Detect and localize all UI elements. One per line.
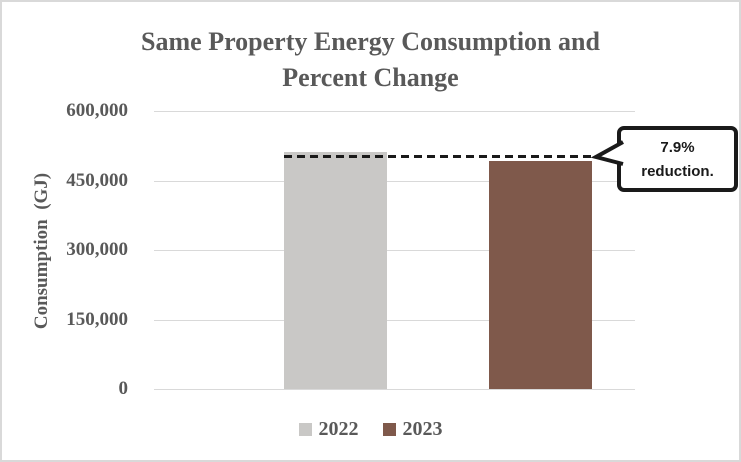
legend-swatch-2023 [382,422,396,436]
y-tick-label: 450,000 [66,169,128,191]
legend-item-2023: 2023 [382,418,443,440]
y-tick-label: 300,000 [66,239,128,260]
chart-title-line2: Percent Change [282,63,459,92]
legend-label-2023: 2023 [402,418,443,440]
gridline-300000 [154,250,635,251]
legend-swatch-2022 [298,422,312,436]
gridline-600000 [154,111,635,112]
gridline-150000 [154,319,635,321]
y-tick-label: 600,000 [66,100,128,121]
callout-annotation: 7.9% reduction. [617,126,738,192]
callout-text-line1: 7.9% [660,139,695,156]
bar-2022 [284,151,387,389]
bar-2023 [489,161,592,389]
y-tick-label: 0 [118,378,129,399]
chart-title-line1: Same Property Energy Consumption and [141,27,600,56]
legend-item-2022: 2022 [298,418,359,440]
y-tick-label: 150,000 [66,308,128,330]
gridline-0 [154,389,635,390]
gridline-450000 [154,180,635,182]
legend-label-2022: 2022 [318,418,359,440]
legend: 2022 2023 [2,419,739,439]
callout-text-line2: reduction. [641,163,714,180]
comparison-dashed-line [284,154,600,158]
chart-title: Same Property Energy Consumption and Per… [2,24,739,96]
callout-tail-icon [590,140,624,166]
